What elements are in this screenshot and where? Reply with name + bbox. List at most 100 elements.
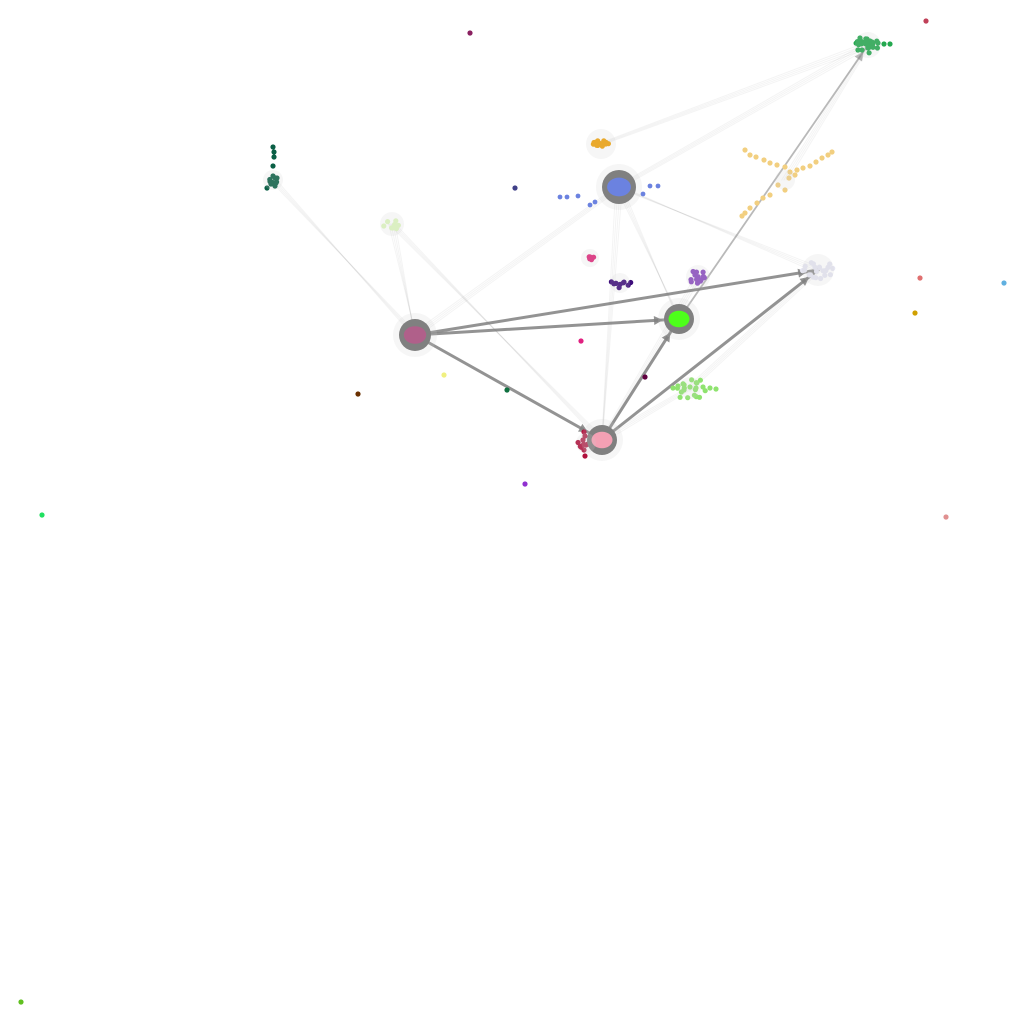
hub-sand-member [775,182,781,188]
arrowhead-hub-lavender [799,276,810,286]
isolated-node[interactable] [18,999,24,1005]
hub-teal-halo [263,170,283,190]
isolated-node[interactable] [441,372,447,378]
hub-darkgreen-member [857,35,863,41]
edge-hub-lightgreen-hub-pink [394,223,603,444]
hub-darkgreen-member [865,45,871,51]
edge-hub-orange-hub-darkgreen [603,47,869,145]
hub-mint-member [675,383,681,389]
edge-hub-green-hub-darkgreen [678,44,869,320]
edge-hub-lightgreen-hub-pink [392,223,603,442]
edge-hub-lightgreen-hub-mauve [392,223,416,337]
hub-mint-halo [679,377,701,399]
edge-hub-lavender-hub-mint [689,269,822,392]
edge-hub-lightgreen-hub-mauve [394,223,416,339]
edge-hub-blue-hub-darkgreen [621,47,869,188]
hub-sand-member [760,195,766,201]
hub-sand-member [782,187,788,193]
edge-hub-teal-hub-mauve [275,179,416,339]
hub-mint-member [693,394,699,400]
isolated-node[interactable] [504,387,510,393]
hub-indigo-member [620,280,626,286]
isolated-node[interactable] [917,275,923,281]
hub-sand-member [800,165,806,171]
hub-teal-member [273,180,279,186]
edge-hub-sand-hub-darkgreen [781,41,869,181]
edge-hub-purple-hub-pink [601,276,702,444]
isolated-node[interactable] [642,374,648,380]
hub-purple-member [700,273,707,280]
arrowhead-hub-green [661,332,671,343]
edge-hub-blue-hub-green [617,186,680,319]
hub-sand-member [761,157,767,163]
hub-mint-member [680,381,686,387]
hub-sand-member [782,164,788,170]
hub-darkgreen-member [866,50,872,56]
edge-hub-lavender-hub-mint [689,269,820,390]
isolated-node[interactable] [355,391,361,397]
hub-indigo-halo [610,273,630,293]
hub-darkgreen-member [859,47,865,53]
isolated-node[interactable] [578,338,584,344]
edge-hub-mauve-hub-green [413,317,681,337]
hub-darkgreen-member [874,45,881,51]
isolated-node[interactable] [1001,280,1007,286]
edge-hub-orange-hub-darkgreen [599,43,869,145]
edge-hub-lightgreen-hub-pink [390,223,603,440]
edge-hub-lightgreen-hub-mauve [388,223,416,333]
hub-darkgreen-member [881,41,887,47]
edge-hub-mint-hub-pink [601,387,688,438]
hub-blue-member [655,183,661,189]
hub-blue-member [592,199,598,205]
hub-purple-halo [686,265,710,289]
edges-layer [269,41,869,444]
edge-hub-blue-hub-lavender [617,186,819,270]
hub-mint-member [700,384,706,390]
isolated-node[interactable] [923,18,929,24]
edge-hub-mauve-hub-lavender [413,268,820,337]
hub-lavender-halo [802,254,834,286]
hub-crimson-member [577,443,583,449]
hub-lightgreen-member [395,222,401,228]
edge-hub-blue-hub-mauve [414,186,621,337]
hub-mint-member [670,385,676,391]
hub-mint-member [713,386,719,392]
isolated-node[interactable] [512,185,518,191]
hub-lavender-member [813,268,820,274]
hub-indigo-member [625,282,631,288]
hub-teal-member [270,144,276,150]
edge-hub-blue-hub-green [621,186,680,323]
hub-blue-member [587,202,593,208]
isolated-nodes-layer [18,18,1007,1005]
edge-hub-mint-hub-pink [601,387,690,440]
edge-hub-blue-hub-darkgreen [619,45,869,188]
edge-hub-blue-hub-pink [601,186,619,440]
hub-teal-member [270,173,276,179]
hub-lavender-member [827,272,834,278]
hub-darkgreen-member [863,37,869,43]
edge-hub-lightgreen-hub-mauve [390,223,416,335]
isolated-node[interactable] [467,30,473,36]
hub-lavender-member [822,272,828,278]
hub-sand-member [754,200,760,206]
isolated-node[interactable] [943,514,949,520]
hub-orange-member [603,141,609,147]
hub-crimson-member [582,453,588,459]
isolated-node[interactable] [522,481,528,487]
hub-mint-member [677,394,683,400]
hub-crimson-member [583,442,589,448]
hub-sand-member [767,160,773,166]
hub-mint-member [681,387,687,393]
hub-lavender-member [807,272,814,278]
edge-hub-mint-hub-pink [601,387,692,442]
hub-indigo-member [608,279,615,285]
edge-hub-blue-hub-lavender [619,186,819,272]
hub-lightgreen-halo [380,212,404,236]
hub-crimson-member [575,439,581,446]
arrowhead-hub-green [653,316,664,326]
hub-lavender-member [802,267,808,273]
isolated-node[interactable] [912,310,918,316]
isolated-node[interactable] [39,512,45,518]
hub-darkgreen-member [869,39,875,45]
